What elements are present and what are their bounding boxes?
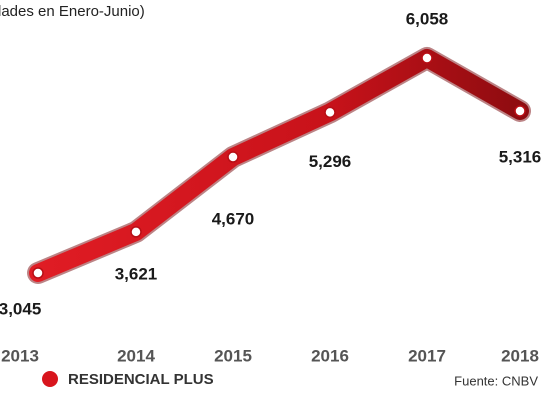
- line: [29, 49, 529, 282]
- point: [421, 52, 433, 64]
- source: Fuente: CNBV: [454, 373, 538, 388]
- data-label: 3,621: [115, 264, 158, 283]
- data-label: 4,670: [212, 210, 255, 229]
- point: [227, 151, 239, 163]
- x-tick-label: 2014: [117, 346, 155, 365]
- legend-label: RESIDENCIAL PLUS: [68, 371, 214, 388]
- data-label: 6,058: [406, 9, 449, 28]
- data-label: 5,296: [309, 152, 352, 171]
- x-tick-label: 2013: [1, 346, 39, 365]
- plot: 3,045 3,621 4,670 5,296 6,058 5,316 2013 2014 20…: [0, 9, 541, 365]
- x-tick-label: 2018: [501, 346, 539, 365]
- x-tick-label: 2015: [214, 346, 252, 365]
- data-label: 5,316: [499, 147, 542, 166]
- point: [514, 105, 526, 117]
- x-tick-label: 2017: [408, 346, 446, 365]
- point: [32, 267, 44, 279]
- legend-swatch: [42, 371, 58, 387]
- chart-title: lades en Enero-Junio): [0, 3, 145, 20]
- point: [130, 226, 142, 238]
- x-tick-label: 2016: [311, 346, 349, 365]
- data-label: 3,045: [0, 299, 41, 318]
- point: [324, 106, 336, 119]
